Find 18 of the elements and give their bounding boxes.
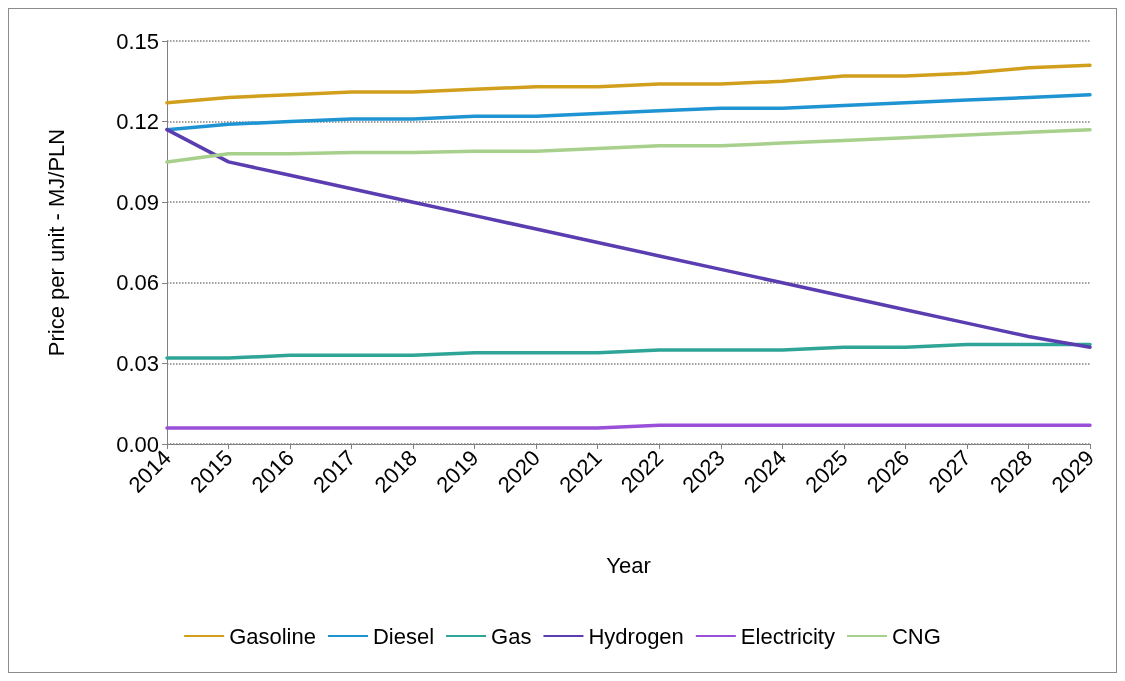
y-tick-label: 0.15 [116, 28, 159, 54]
legend-label: Diesel [372, 623, 435, 649]
legend-label: CNG [891, 623, 941, 649]
legend-label: Gas [491, 623, 532, 649]
y-tick-label: 0.09 [116, 189, 159, 215]
y-tick-label: 0.06 [116, 270, 159, 296]
y-tick-label: 0.12 [116, 109, 159, 135]
line-series [165, 63, 1092, 105]
legend-label: Gasoline [229, 623, 316, 649]
y-tick-label: 0.00 [116, 431, 159, 457]
x-axis-title: Year [606, 552, 651, 578]
line-series [165, 127, 1092, 350]
legend-label: Hydrogen [588, 623, 684, 649]
y-axis-title: Price per unit - MJ/PLN [43, 128, 69, 357]
y-tick-label: 0.03 [116, 350, 159, 376]
line-series [165, 342, 1092, 360]
legend-label: Electricity [740, 623, 835, 649]
line-series [165, 127, 1092, 164]
